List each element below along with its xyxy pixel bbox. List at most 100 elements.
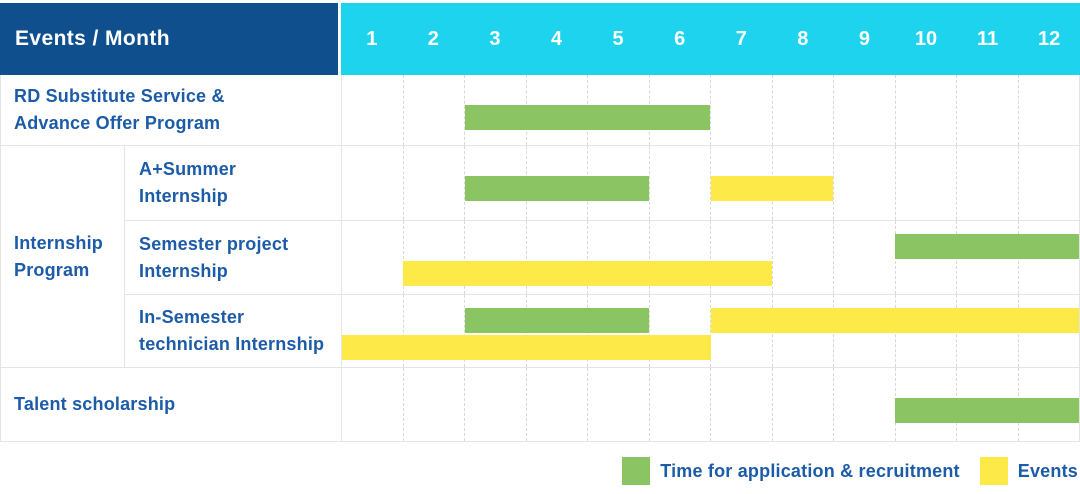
month-column (402, 146, 465, 220)
month-column (833, 221, 895, 294)
label-line: Internship (139, 260, 229, 281)
table-row: RD Substitute Service & Advance Offer Pro… (1, 75, 1079, 145)
month-grid (341, 146, 1079, 220)
legend: Time for application & recruitment Events (622, 457, 1078, 485)
month-label: 10 (914, 27, 938, 50)
month-column (956, 75, 1018, 145)
month-columns (342, 75, 1079, 145)
month-column (464, 146, 526, 220)
month-column (464, 221, 526, 294)
month-column (956, 146, 1018, 220)
label-line: Semester project (139, 233, 289, 254)
month-grid (341, 221, 1079, 294)
month-column (402, 295, 465, 367)
label-line: A+Summer (139, 159, 237, 179)
month-column (833, 368, 895, 441)
label-line: Internship (14, 232, 104, 253)
gantt-bar-recruitment (894, 398, 1079, 423)
month-column (771, 221, 834, 294)
month-label: 1 (366, 27, 378, 50)
month-header: 1 2 3 4 5 6 7 8 9 10 11 12 (341, 3, 1080, 75)
month-column (464, 368, 526, 441)
gantt-bar-recruitment (894, 234, 1079, 259)
month-label: 4 (550, 27, 563, 50)
gantt-bar-recruitment (464, 308, 650, 333)
gantt-table: Events / Month 1 2 3 4 5 6 7 8 9 10 11 12 RD Substi… (0, 3, 1080, 442)
month-grid (341, 75, 1079, 145)
gantt-bar-events (403, 261, 772, 286)
gantt-bar-events (710, 308, 1079, 333)
month-column (710, 75, 772, 145)
row-label: In-Semester technician Internship (125, 295, 341, 367)
legend-item: Events (979, 457, 1078, 485)
legend-swatch-events (979, 457, 1008, 485)
month-column (342, 75, 403, 145)
month-label: 6 (674, 27, 686, 50)
gantt-bar-recruitment (464, 176, 650, 201)
label-line: Advance Offer Program (14, 113, 221, 133)
month-column (342, 146, 403, 220)
month-column (525, 368, 588, 441)
month-column (771, 368, 834, 441)
month-column (648, 368, 711, 441)
label-line: RD Substitute Service & (14, 86, 225, 106)
row-label: RD Substitute Service & Advance Offer Pro… (1, 75, 341, 145)
month-column (894, 146, 957, 220)
month-column (710, 146, 772, 220)
label-line: technician Internship (139, 334, 325, 354)
label-line: Program (14, 259, 90, 280)
table-group-row: Internship Program A+Summer Internship Semes… (1, 145, 1079, 367)
month-label: 5 (612, 27, 624, 50)
corner-header-cell: Events / Month (0, 3, 338, 75)
month-column (894, 75, 957, 145)
month-column (833, 146, 895, 220)
month-label: 2 (427, 27, 439, 50)
label-line: In-Semester (139, 307, 245, 327)
month-label: 9 (858, 27, 870, 50)
table-row: In-Semester technician Internship (125, 294, 1079, 367)
legend-item: Time for application & recruitment (622, 457, 960, 485)
row-label: Talent scholarship (1, 368, 341, 441)
row-label: A+Summer Internship (125, 146, 341, 220)
month-grid (341, 368, 1079, 441)
month-column (525, 221, 588, 294)
month-column (833, 75, 895, 145)
month-column (1017, 146, 1080, 220)
month-column (648, 221, 711, 294)
header-gap (338, 3, 341, 75)
month-column (1017, 75, 1080, 145)
gantt-bar-events (342, 335, 711, 360)
month-column (771, 75, 834, 145)
legend-label: Time for application & recruitment (660, 460, 960, 481)
gantt-bar-events (710, 176, 834, 201)
month-column (342, 221, 403, 294)
table-row: Talent scholarship (1, 367, 1079, 441)
row-label: Semester project Internship (125, 221, 341, 294)
legend-label: Events (1017, 460, 1078, 481)
month-column (648, 146, 711, 220)
group-subrows: A+Summer Internship Semester project Intern… (125, 146, 1079, 367)
table-body: RD Substitute Service & Advance Offer Pro… (0, 75, 1080, 442)
month-label: 8 (797, 27, 809, 50)
gantt-bar-recruitment (464, 105, 711, 130)
label-line: Talent scholarship (14, 394, 176, 414)
month-column (402, 221, 465, 294)
month-column (342, 368, 403, 441)
group-label: Internship Program (1, 146, 125, 367)
month-column (587, 368, 649, 441)
header-row: Events / Month 1 2 3 4 5 6 7 8 9 10 11 12 (0, 3, 1080, 75)
table-row: Semester project Internship (125, 220, 1079, 294)
month-column (587, 221, 649, 294)
month-column (710, 295, 772, 367)
table-row: A+Summer Internship (125, 146, 1079, 220)
month-label: 3 (489, 27, 501, 50)
month-column (464, 295, 526, 367)
month-grid (341, 295, 1079, 367)
month-column (710, 221, 772, 294)
label-line: Internship (139, 186, 229, 206)
month-label: 11 (976, 27, 999, 50)
month-column (402, 75, 465, 145)
month-column (464, 75, 526, 145)
month-label: 7 (735, 27, 747, 50)
